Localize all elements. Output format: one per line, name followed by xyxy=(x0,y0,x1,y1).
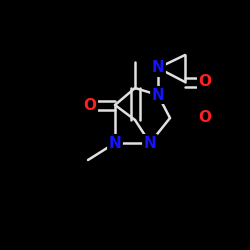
Text: N: N xyxy=(144,136,156,150)
Text: N: N xyxy=(152,88,164,102)
Text: N: N xyxy=(108,136,122,150)
Text: O: O xyxy=(198,110,211,126)
Text: O: O xyxy=(84,98,96,112)
Text: N: N xyxy=(152,60,164,76)
Text: O: O xyxy=(198,74,211,90)
